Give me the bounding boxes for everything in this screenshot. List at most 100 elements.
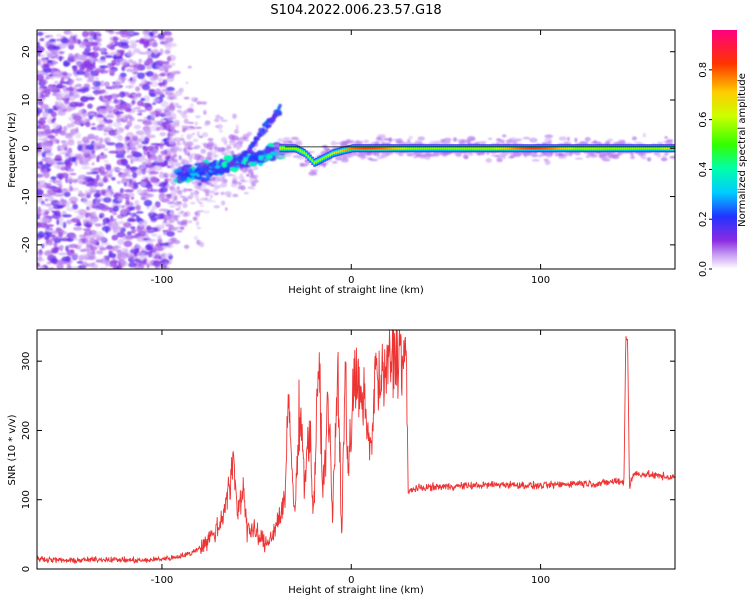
noise-blob (166, 75, 175, 83)
noise-blob (63, 61, 70, 67)
carrier-band-cell (573, 147, 576, 150)
noise-blob (85, 43, 91, 50)
noise-blob (124, 85, 135, 89)
halo-blob (539, 153, 545, 157)
noise-blob (125, 200, 130, 205)
noise-blob (160, 198, 170, 203)
carrier-band-cell (517, 147, 520, 150)
noise-blob (151, 204, 157, 211)
noise-blob (90, 51, 99, 58)
noise-blob (179, 226, 184, 230)
carrier-band-cell (459, 147, 462, 150)
y-tick-label: 200 (21, 421, 32, 440)
noise-blob (70, 217, 81, 223)
x-tick-label: -100 (151, 575, 174, 586)
noise-blob (87, 112, 96, 116)
noise-blob (79, 193, 87, 199)
carrier-band-cell (507, 147, 510, 150)
noise-blob (55, 227, 62, 232)
y-tick-label: 20 (21, 45, 32, 58)
noise-blob (80, 41, 88, 45)
noise-blob (72, 65, 78, 72)
noise-blob (163, 214, 172, 221)
noise-blob (75, 127, 79, 133)
noise-blob (100, 51, 108, 55)
carrier-band-cell (381, 147, 384, 150)
streak-blob (278, 112, 283, 116)
carrier-band-cell (345, 148, 348, 151)
x-tick-label: -100 (151, 275, 174, 286)
halo-blob (299, 162, 305, 167)
noise-blob (113, 205, 119, 212)
noise-blob (51, 258, 58, 264)
noise-blob (205, 190, 210, 197)
noise-blob (63, 146, 68, 151)
noise-blob (125, 68, 134, 73)
noise-blob (130, 226, 136, 230)
noise-blob (185, 188, 193, 192)
halo-blob (646, 157, 652, 162)
noise-blob (191, 192, 199, 198)
noise-blob (47, 134, 55, 139)
carrier-band-cell (555, 147, 558, 150)
noise-blob (52, 105, 58, 109)
noise-blob (37, 200, 42, 204)
carrier-band-cell (563, 147, 566, 150)
noise-blob (218, 129, 224, 133)
noise-blob (158, 188, 164, 193)
noise-blob (37, 256, 43, 262)
spectrogram-marks (37, 30, 675, 269)
noise-blob (192, 216, 198, 221)
carrier-band-cell (547, 147, 550, 150)
noise-blob (51, 118, 56, 123)
noise-blob (37, 189, 44, 196)
noise-blob (53, 45, 61, 51)
noise-blob (56, 219, 60, 226)
carrier-band-cell (601, 147, 604, 150)
carrier-band-cell (401, 147, 404, 150)
carrier-band-cell (469, 147, 472, 150)
noise-blob (46, 152, 54, 157)
noise-blob (68, 38, 78, 44)
noise-blob (199, 204, 205, 207)
noise-blob (140, 196, 147, 201)
colorbar-tick-label: 0.4 (698, 161, 709, 177)
noise-blob (46, 234, 56, 238)
carrier-band-cell (477, 147, 480, 150)
noise-blob (133, 180, 137, 187)
halo-blob (502, 154, 506, 160)
carrier-band-cell (581, 147, 584, 150)
noise-blob (117, 135, 124, 142)
halo-blob (554, 152, 558, 157)
carrier-band-cell (549, 147, 552, 150)
carrier-band-cell (657, 147, 660, 150)
carrier-band-cell (611, 147, 614, 150)
noise-blob (121, 172, 129, 176)
noise-blob (60, 38, 70, 44)
carrier-band-cell (595, 147, 598, 150)
noise-blob (116, 231, 126, 238)
noise-blob (66, 264, 72, 269)
halo-blob (417, 136, 425, 141)
halo-blob (375, 136, 382, 141)
noise-blob (144, 158, 149, 165)
noise-blob (54, 179, 63, 186)
halo-blob (641, 156, 647, 160)
noise-blob (226, 173, 234, 177)
noise-blob (135, 130, 144, 136)
noise-blob (77, 240, 84, 247)
carrier-band-cell (405, 147, 408, 150)
noise-blob (140, 163, 147, 170)
carrier-band-cell (599, 147, 602, 150)
carrier-band-cell (621, 147, 624, 150)
carrier-band-cell (513, 147, 516, 150)
noise-blob (198, 201, 203, 205)
halo-blob (558, 152, 563, 157)
snr-panel: -100 0 100 0 100 200 300 Height of straight li… (7, 329, 676, 596)
noise-blob (114, 130, 123, 134)
carrier-band-cell (489, 147, 492, 150)
noise-blob (85, 243, 91, 249)
halo-blob (330, 140, 337, 146)
carrier-band-cell (329, 153, 332, 156)
